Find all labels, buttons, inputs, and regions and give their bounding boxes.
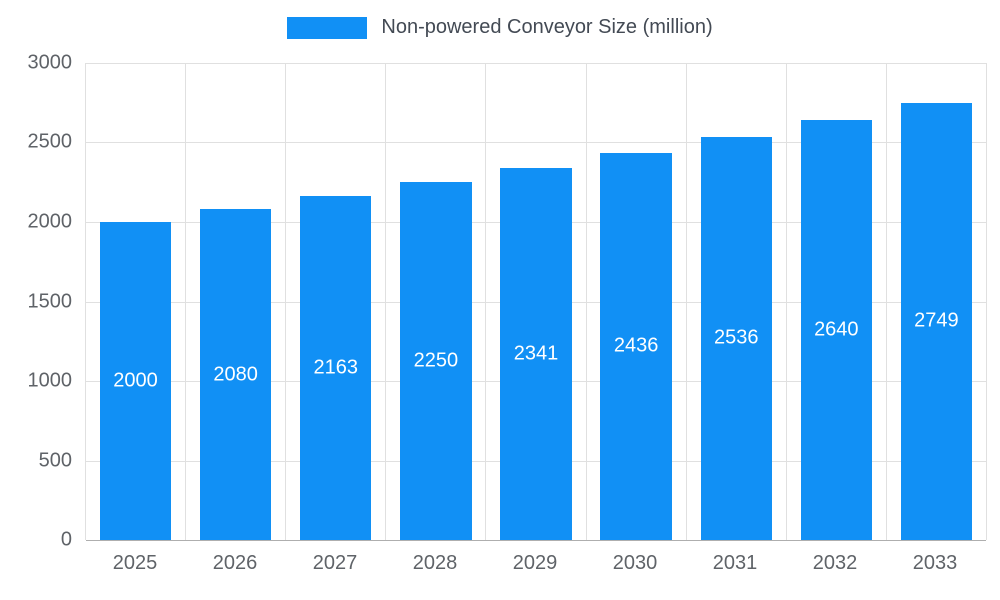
plot-area: 2000 2080 2163 2250 2341 2436 2536 2640 2749 <box>85 63 987 541</box>
category-cell: 2080 <box>186 63 287 540</box>
bar-value-label: 2000 <box>113 369 158 392</box>
legend-label: Non-powered Conveyor Size (million) <box>381 16 713 38</box>
bar-2027[interactable]: 2163 <box>300 196 372 540</box>
bar-2029[interactable]: 2341 <box>500 167 572 540</box>
bar-value-label: 2250 <box>413 349 459 372</box>
x-axis-line <box>86 540 986 541</box>
bar-2032[interactable]: 2640 <box>800 120 872 540</box>
bar-2033[interactable]: 2749 <box>900 102 973 540</box>
y-tick-label: 3000 <box>27 51 73 74</box>
bar-2026[interactable]: 2080 <box>199 209 272 540</box>
bar-value-label: 2536 <box>713 326 759 349</box>
gridline <box>86 63 986 64</box>
x-tick-label: 2028 <box>412 552 458 574</box>
category-cell: 2341 <box>486 63 587 540</box>
bar-value-label: 2163 <box>313 356 359 379</box>
x-tick-label: 2031 <box>712 552 758 574</box>
category-cell: 2436 <box>587 63 687 540</box>
category-cell: 2536 <box>687 63 787 540</box>
bar-2030[interactable]: 2436 <box>600 152 672 540</box>
bar-2025[interactable]: 2000 <box>99 222 172 540</box>
category-cell: 2640 <box>787 63 887 540</box>
x-tick-label: 2033 <box>912 552 958 574</box>
bar-value-label: 2080 <box>213 363 258 386</box>
bar-value-label: 2640 <box>814 318 859 341</box>
bar-2031[interactable]: 2536 <box>700 136 772 540</box>
y-tick-label: 500 <box>38 449 72 471</box>
bar-value-label: 2749 <box>914 309 959 332</box>
chart-legend[interactable]: Non-powered Conveyor Size (million) <box>0 16 1000 39</box>
x-tick-label: 2026 <box>212 552 258 574</box>
category-cell: 2000 <box>86 63 187 540</box>
bar-2028[interactable]: 2250 <box>400 182 472 540</box>
x-tick-label: 2027 <box>312 552 358 574</box>
bar-value-label: 2436 <box>613 334 659 357</box>
y-tick-label: 1000 <box>27 369 73 392</box>
x-tick-label: 2032 <box>812 552 858 574</box>
bar-value-label: 2341 <box>513 342 559 365</box>
y-axis: 0 500 1000 1500 2000 2500 3000 <box>0 52 73 551</box>
x-axis: 2025 2026 2027 2028 2029 2030 2031 2032 2033 <box>85 552 985 575</box>
x-tick-label: 2030 <box>612 552 658 574</box>
y-tick-label: 1500 <box>27 290 73 312</box>
x-tick-label: 2029 <box>512 552 558 574</box>
x-tick-label: 2025 <box>112 552 158 574</box>
bars-container: 2000 2080 2163 2250 2341 2436 2536 2640 2749 <box>86 63 986 540</box>
legend-swatch <box>287 16 368 39</box>
gridline <box>86 142 986 144</box>
y-tick-label: 2000 <box>27 210 73 233</box>
category-cell: 2250 <box>386 63 487 540</box>
y-tick-label: 2500 <box>27 130 73 153</box>
category-cell: 2749 <box>887 63 986 540</box>
category-cell: 2163 <box>286 63 387 540</box>
y-tick-label: 0 <box>60 528 72 551</box>
